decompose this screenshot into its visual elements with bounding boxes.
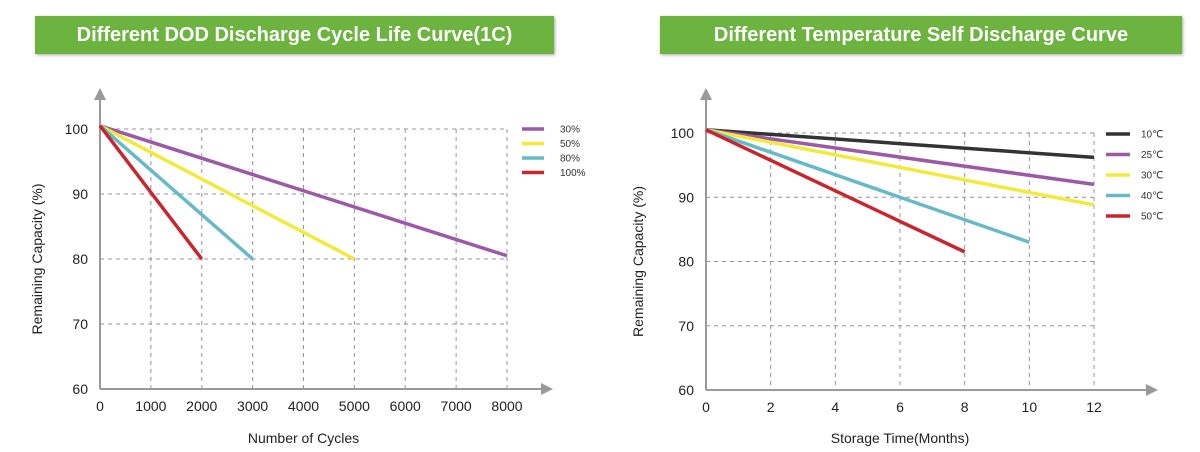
x-tick-label: 2000 [186, 398, 217, 414]
temperature-self-discharge-plot: 0 2 4 6 8 10 12 60 70 80 90 100 Storage Time(Months)… [630, 88, 1163, 446]
y-axis-arrow-icon [700, 88, 712, 100]
chart-title: Different Temperature Self Discharge Cur… [660, 16, 1182, 54]
x-tick-label: 10 [1022, 399, 1038, 415]
legend-label: 25℃ [1141, 150, 1163, 161]
y-tick-label: 100 [65, 121, 89, 137]
legend-label: 40℃ [1141, 191, 1163, 202]
x-tick-label: 12 [1086, 399, 1102, 415]
series-line [705, 128, 1095, 207]
x-tick-label: 0 [96, 398, 104, 414]
y-tick-label: 70 [72, 316, 88, 332]
legend-label: 80% [560, 154, 580, 165]
x-tick-label: 5000 [339, 398, 370, 414]
y-axis-title: Remaining Capacity (%) [630, 186, 646, 337]
y-tick-label: 60 [72, 381, 88, 397]
legend-label: 30% [560, 125, 580, 136]
x-axis-title: Number of Cycles [248, 430, 359, 446]
dod-cycle-life-plot: 0 1000 2000 3000 4000 5000 6000 7000 8000 60 70 80 9… [29, 88, 586, 446]
dod-cycle-life-chart: Different DOD Discharge Cycle Life Curve… [29, 16, 586, 446]
x-tick-label: 0 [702, 399, 710, 415]
y-tick-label: 80 [72, 251, 88, 267]
x-tick-label: 3000 [237, 398, 268, 414]
chart-title: Different DOD Discharge Cycle Life Curve… [35, 16, 554, 54]
series-line [98, 124, 254, 261]
legend-label: 50℃ [1141, 212, 1163, 223]
series-line [98, 124, 204, 261]
y-tick-label: 70 [678, 318, 694, 334]
series-line [99, 124, 356, 261]
x-tick-label: 6000 [390, 398, 421, 414]
legend-label: 30℃ [1141, 171, 1163, 182]
y-tick-label: 80 [678, 254, 694, 270]
series-line [705, 128, 1095, 187]
y-tick-label: 60 [678, 382, 694, 398]
legend-label: 10℃ [1141, 130, 1163, 141]
legend-label: 50% [560, 139, 580, 150]
series-line [705, 128, 1095, 160]
legend-label: 100% [560, 168, 586, 179]
x-tick-label: 2 [767, 399, 775, 415]
x-axis-arrow-icon [1146, 384, 1158, 396]
x-axis-arrow-icon [541, 383, 553, 395]
series-line [705, 128, 1030, 244]
temperature-self-discharge-chart: Different Temperature Self Discharge Cur… [600, 0, 1200, 452]
x-tick-label: 7000 [441, 398, 472, 414]
series-line [705, 128, 966, 254]
series-line [99, 124, 508, 258]
x-tick-label: 8000 [491, 398, 522, 414]
y-tick-label: 90 [678, 189, 694, 205]
x-tick-label: 4000 [288, 398, 319, 414]
y-axis-arrow-icon [94, 88, 106, 100]
x-tick-label: 1000 [135, 398, 166, 414]
x-axis-title: Storage Time(Months) [831, 430, 970, 446]
x-tick-label: 8 [961, 399, 969, 415]
x-tick-label: 4 [831, 399, 839, 415]
y-axis-title: Remaining Capacity (%) [29, 184, 45, 335]
x-tick-label: 6 [896, 399, 904, 415]
y-tick-label: 100 [671, 125, 695, 141]
y-tick-label: 90 [72, 186, 88, 202]
